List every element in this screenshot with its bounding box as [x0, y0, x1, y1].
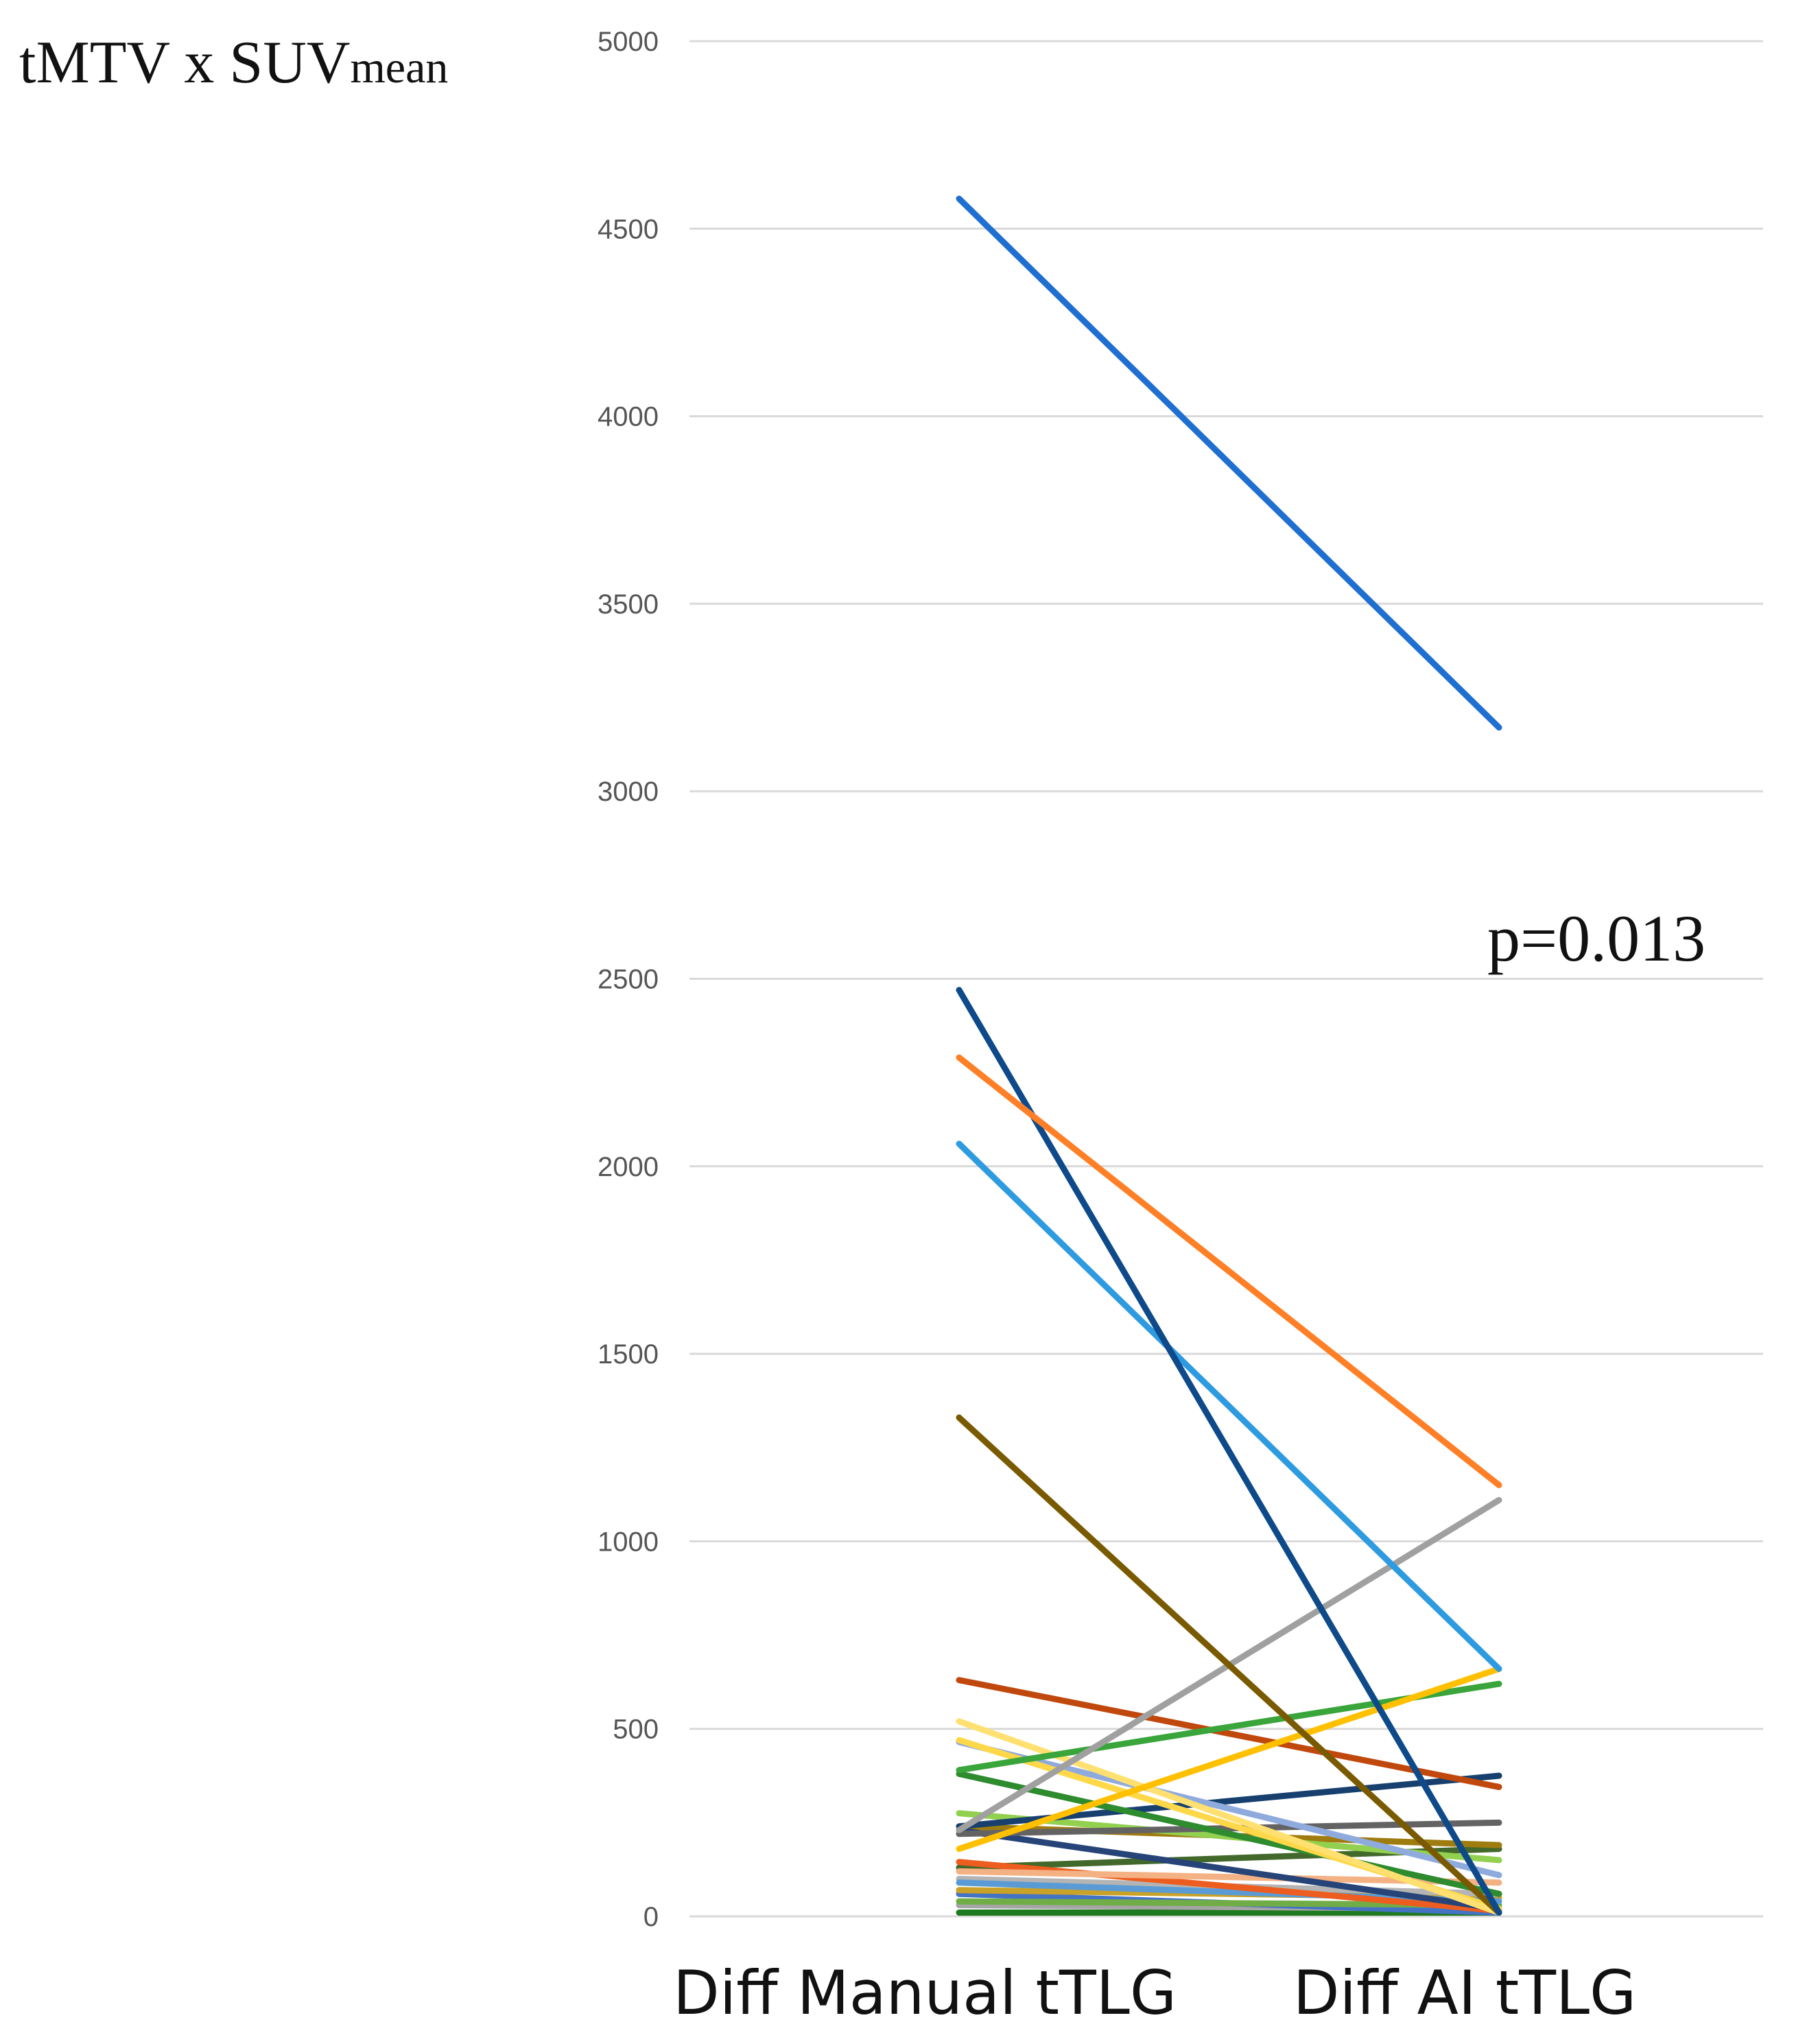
- y-axis-label: tMTV x SUVmean: [19, 30, 448, 96]
- x-category-labels: Diff Manual tTLG Diff AI tTLG: [673, 1958, 1636, 2028]
- series-line: [956, 1414, 1502, 1916]
- y-tick-label: 3500: [598, 589, 659, 620]
- gridlines: [689, 40, 1763, 1918]
- series-line: [956, 1677, 1502, 1790]
- p-value-annotation: p=0.013: [1487, 902, 1706, 975]
- y-tick-label: 500: [613, 1715, 659, 1745]
- series-line: [956, 1819, 1502, 1837]
- series-line: [956, 1140, 1502, 1672]
- y-tick-label: 4000: [598, 402, 659, 432]
- y-axis-label-subscript: mean: [350, 43, 448, 93]
- series-line: [956, 1826, 1502, 1912]
- series-line: [956, 1054, 1502, 1488]
- series-line: [956, 987, 1502, 1916]
- x-category-label: Diff AI tTLG: [1293, 1958, 1636, 2028]
- y-tick-label: 1000: [598, 1527, 659, 1557]
- y-tick-label: 4500: [598, 214, 659, 244]
- series-line: [956, 196, 1502, 731]
- y-tick-label: 2000: [598, 1152, 659, 1182]
- series-line: [956, 1665, 1502, 1853]
- y-tick-label: 3000: [598, 777, 659, 807]
- series-line: [956, 1739, 1502, 1879]
- series-line: [956, 1859, 1502, 1914]
- y-axis-label-main: tMTV x SUV: [19, 30, 350, 96]
- series-line: [956, 1770, 1502, 1897]
- x-category-label: Diff Manual tTLG: [673, 1958, 1177, 2028]
- y-tick-label: 2500: [598, 965, 659, 995]
- y-tick-labels: 0 500 1000 1500 2000 2500 3000 3500 4000 4500 5000: [598, 27, 659, 1932]
- y-tick-label: 5000: [598, 27, 659, 57]
- y-tick-label: 1500: [598, 1339, 659, 1370]
- y-tick-label: 0: [644, 1902, 659, 1932]
- series-lines: [956, 196, 1502, 1916]
